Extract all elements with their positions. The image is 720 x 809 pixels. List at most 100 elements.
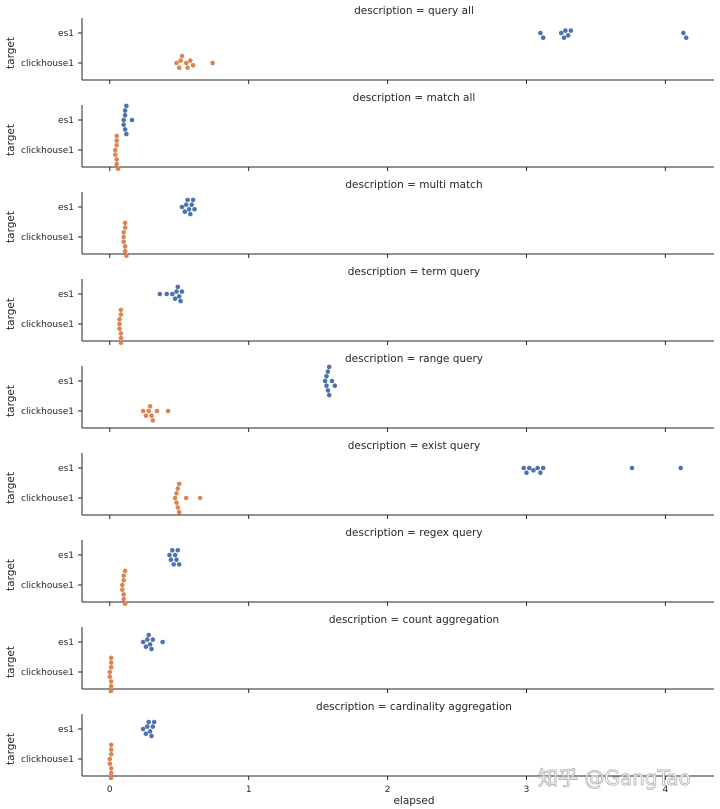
data-point-clickhouse1 <box>121 230 126 235</box>
data-point-clickhouse1 <box>188 58 193 63</box>
data-point-clickhouse1 <box>121 573 126 578</box>
data-point-clickhouse1 <box>175 505 181 510</box>
data-point-clickhouse1 <box>122 225 128 230</box>
data-point-clickhouse1 <box>149 413 154 419</box>
data-point-clickhouse1 <box>118 340 124 346</box>
y-axis-label: target <box>5 733 17 765</box>
data-point-clickhouse1 <box>108 747 114 752</box>
data-point-clickhouse1 <box>147 404 153 409</box>
data-point-es1 <box>527 465 532 471</box>
data-point-es1 <box>164 291 169 297</box>
data-point-clickhouse1 <box>121 592 126 597</box>
data-point-es1 <box>122 127 128 132</box>
data-point-es1 <box>538 470 543 476</box>
data-point-clickhouse1 <box>118 307 124 313</box>
data-point-es1 <box>140 639 146 645</box>
data-point-clickhouse1 <box>108 770 114 776</box>
data-point-es1 <box>535 465 540 471</box>
data-point-clickhouse1 <box>172 495 178 501</box>
data-point-es1 <box>122 113 128 118</box>
data-point-es1 <box>157 291 163 297</box>
panel-title: description = count aggregation <box>329 614 499 626</box>
data-point-es1 <box>143 644 149 649</box>
data-point-es1 <box>681 30 686 36</box>
panel-title: description = range query <box>345 353 483 365</box>
y-tick-label: es1 <box>58 464 74 474</box>
y-axis-label: target <box>5 385 17 417</box>
data-point-es1 <box>182 209 188 214</box>
data-point-clickhouse1 <box>176 65 182 70</box>
data-point-clickhouse1 <box>107 761 113 766</box>
x-tick-label: 3 <box>524 785 530 795</box>
data-point-clickhouse1 <box>150 418 156 423</box>
data-point-es1 <box>121 122 126 127</box>
data-point-es1 <box>178 298 183 304</box>
data-point-es1 <box>167 552 172 558</box>
data-point-clickhouse1 <box>122 568 128 574</box>
data-point-clickhouse1 <box>183 495 189 501</box>
y-tick-label: clickhouse1 <box>21 407 74 417</box>
data-point-clickhouse1 <box>122 248 128 254</box>
y-tick-label: clickhouse1 <box>21 59 74 69</box>
data-point-clickhouse1 <box>124 253 129 259</box>
data-point-es1 <box>149 646 154 652</box>
data-point-clickhouse1 <box>154 408 160 414</box>
data-point-es1 <box>325 369 331 374</box>
y-tick-label: clickhouse1 <box>21 320 74 330</box>
data-point-clickhouse1 <box>107 669 113 675</box>
y-tick-label: es1 <box>58 290 74 300</box>
data-point-es1 <box>185 197 190 203</box>
data-point-es1 <box>140 726 146 732</box>
data-point-clickhouse1 <box>121 234 126 240</box>
data-point-es1 <box>129 117 135 123</box>
y-axis-label: target <box>5 298 17 330</box>
y-tick-label: clickhouse1 <box>21 233 74 243</box>
panel-title: description = match all <box>353 92 476 104</box>
y-tick-label: es1 <box>58 29 74 39</box>
data-point-clickhouse1 <box>176 509 182 515</box>
data-point-es1 <box>146 632 151 638</box>
data-point-clickhouse1 <box>122 601 128 607</box>
data-point-es1 <box>174 289 179 294</box>
data-point-clickhouse1 <box>114 143 119 148</box>
data-point-clickhouse1 <box>108 683 114 689</box>
x-tick-label: 0 <box>107 785 113 795</box>
panel-title: description = regex query <box>345 527 482 539</box>
data-point-clickhouse1 <box>108 655 114 661</box>
y-axis-label: target <box>5 472 17 504</box>
data-point-es1 <box>188 211 193 217</box>
data-point-es1 <box>540 35 546 40</box>
panel-title: description = query all <box>354 5 474 17</box>
data-point-clickhouse1 <box>107 756 113 762</box>
y-tick-label: clickhouse1 <box>21 668 74 678</box>
data-point-es1 <box>124 103 129 109</box>
y-axis-label: target <box>5 646 17 678</box>
data-point-es1 <box>150 724 156 729</box>
data-point-clickhouse1 <box>174 500 179 506</box>
data-point-es1 <box>179 289 185 294</box>
data-point-clickhouse1 <box>122 220 128 226</box>
data-point-clickhouse1 <box>114 138 119 143</box>
data-point-es1 <box>145 724 150 729</box>
y-tick-label: es1 <box>58 638 74 648</box>
data-point-clickhouse1 <box>108 766 114 771</box>
data-point-clickhouse1 <box>107 674 113 679</box>
data-point-es1 <box>192 207 197 212</box>
data-point-clickhouse1 <box>113 147 118 153</box>
y-axis-label: target <box>5 124 17 156</box>
data-point-clickhouse1 <box>118 335 124 341</box>
data-point-es1 <box>124 131 129 137</box>
y-tick-label: es1 <box>58 116 74 126</box>
data-point-es1 <box>325 388 331 393</box>
data-point-clickhouse1 <box>108 679 114 684</box>
y-tick-label: clickhouse1 <box>21 494 74 504</box>
panel-title: description = exist query <box>348 440 481 452</box>
data-point-clickhouse1 <box>178 58 183 63</box>
data-point-clickhouse1 <box>117 317 122 322</box>
data-point-clickhouse1 <box>179 53 185 59</box>
data-point-clickhouse1 <box>165 408 171 414</box>
data-point-es1 <box>175 284 181 290</box>
data-point-es1 <box>172 296 178 302</box>
y-tick-label: clickhouse1 <box>21 146 74 156</box>
data-point-es1 <box>565 33 571 38</box>
